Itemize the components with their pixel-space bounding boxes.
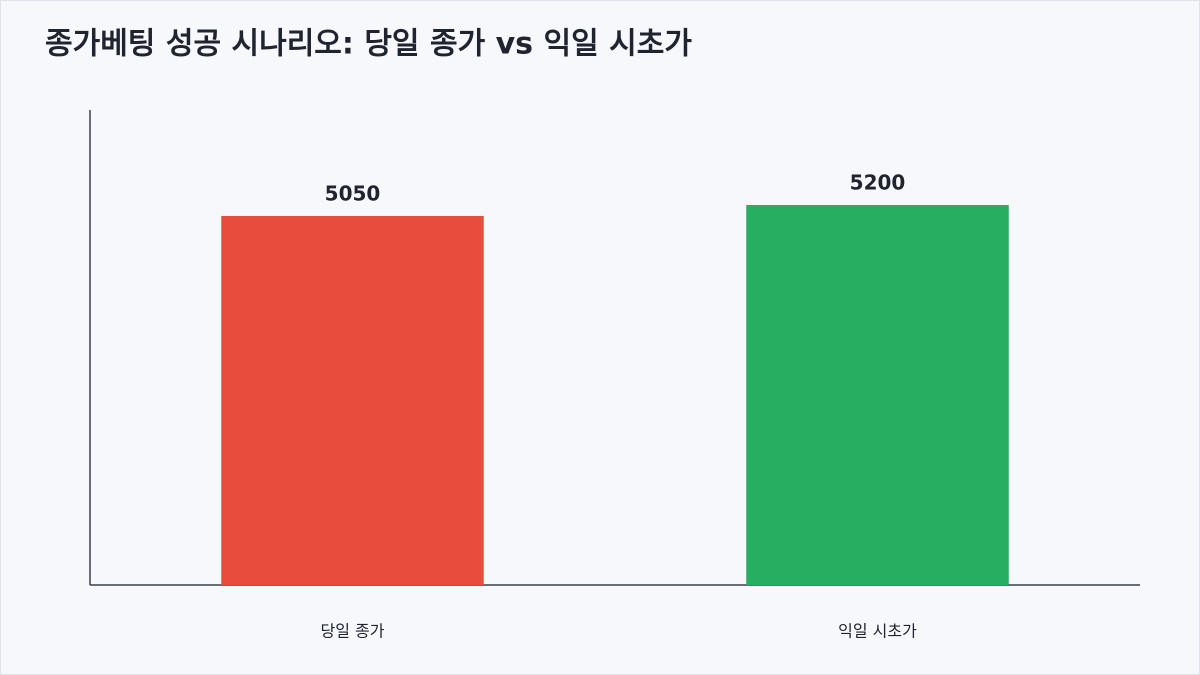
x-tick-label: 익일 시초가 xyxy=(838,622,917,641)
value-label: 5200 xyxy=(850,171,906,195)
chart-title: 종가베팅 성공 시나리오: 당일 종가 vs 익일 시초가 xyxy=(45,27,692,62)
bar xyxy=(746,205,1009,585)
bar xyxy=(221,215,484,585)
x-tick-label: 당일 종가 xyxy=(321,622,385,641)
value-label: 5050 xyxy=(325,181,381,205)
